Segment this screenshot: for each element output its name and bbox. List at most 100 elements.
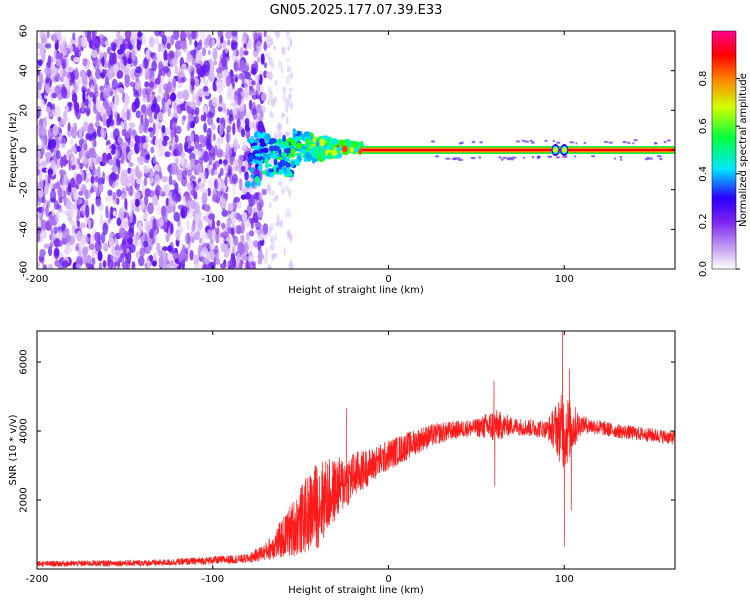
noise-cell — [180, 40, 187, 50]
noise-cell — [152, 218, 157, 232]
noise-cell — [238, 262, 243, 269]
noise-cell — [124, 31, 132, 40]
band-cell — [341, 145, 348, 153]
noise-cell — [155, 202, 161, 216]
line-lobe — [500, 158, 504, 161]
noise-cell — [254, 222, 262, 228]
noise-cell — [276, 216, 280, 224]
noise-cell — [115, 265, 119, 269]
noise-cell — [210, 168, 215, 176]
noise-cell — [151, 260, 157, 267]
noise-cell — [115, 180, 119, 187]
noise-cell — [141, 186, 145, 197]
noise-cell — [154, 174, 161, 185]
noise-cell — [63, 110, 68, 120]
noise-cell — [225, 145, 233, 158]
noise-cell — [54, 259, 60, 267]
noise-cell — [38, 89, 42, 101]
noise-cell — [289, 103, 294, 110]
noise-cell — [129, 81, 136, 87]
noise-cell — [159, 218, 165, 227]
noise-cell — [91, 247, 96, 258]
noise-cell — [281, 112, 284, 119]
noise-cell — [216, 36, 221, 48]
noise-cell — [137, 31, 143, 38]
noise-cell — [50, 235, 56, 242]
noise-cell — [126, 109, 130, 121]
noise-cell — [102, 154, 107, 166]
noise-cell — [151, 60, 157, 72]
y-tick-label: -20 — [19, 181, 30, 197]
noise-cell — [175, 229, 181, 241]
noise-cell — [88, 40, 94, 49]
snr-frame — [36, 330, 676, 570]
noise-cell — [40, 99, 45, 108]
noise-cell — [68, 104, 72, 112]
line-lobe — [511, 156, 517, 159]
noise-cell — [37, 182, 42, 190]
noise-cell — [80, 222, 87, 229]
noise-cell — [37, 161, 40, 168]
noise-cell — [135, 76, 140, 83]
noise-cell — [252, 198, 259, 205]
noise-cell — [100, 126, 105, 138]
noise-cell — [288, 211, 291, 218]
noise-cell — [179, 31, 187, 42]
noise-cell — [37, 59, 43, 66]
noise-cell — [105, 205, 109, 219]
noise-cell — [208, 261, 216, 269]
noise-cell — [248, 260, 256, 269]
noise-cell — [129, 199, 136, 205]
band-cell — [247, 156, 253, 163]
noise-cell — [94, 176, 99, 183]
line-lobe — [659, 157, 663, 161]
noise-cell — [240, 165, 246, 172]
noise-cell — [75, 263, 82, 269]
noise-cell — [110, 65, 115, 74]
snr-plot-area — [37, 331, 675, 569]
noise-cell — [191, 223, 196, 233]
noise-cell — [184, 140, 189, 153]
noise-cell — [69, 76, 76, 86]
band-cell — [349, 146, 354, 153]
noise-cell — [203, 204, 211, 212]
noise-cell — [237, 200, 242, 209]
noise-cell — [163, 65, 170, 74]
noise-cell — [288, 188, 292, 197]
noise-cell — [263, 254, 268, 265]
chart-title: GN05.2025.177.07.39.E33 — [270, 3, 443, 18]
noise-cell — [85, 188, 89, 200]
noise-cell — [185, 232, 191, 245]
noise-cell — [37, 232, 41, 243]
band-cell — [254, 153, 262, 157]
noise-cell — [289, 44, 292, 49]
noise-cell — [102, 260, 107, 268]
noise-cell — [72, 32, 76, 41]
noise-cell — [172, 107, 178, 120]
noise-cell — [68, 244, 74, 253]
noise-cell — [257, 240, 262, 252]
noise-cell — [114, 149, 120, 159]
line-lobe — [529, 139, 533, 142]
noise-cell — [47, 55, 52, 69]
noise-cell — [100, 72, 105, 80]
noise-cell — [37, 198, 41, 207]
noise-cell — [149, 254, 154, 262]
line-lobe — [434, 155, 440, 158]
noise-cell — [104, 40, 110, 47]
noise-cell — [165, 127, 171, 136]
noise-cell — [132, 234, 139, 244]
line-lobe — [648, 157, 654, 160]
noise-cell — [161, 35, 167, 45]
band-cell — [311, 143, 315, 147]
noise-cell — [195, 50, 203, 64]
noise-cell — [102, 222, 108, 235]
noise-cell — [282, 94, 286, 103]
band-cell — [287, 166, 291, 173]
noise-cell — [207, 116, 214, 126]
noise-cell — [204, 256, 210, 265]
noise-cell — [208, 145, 216, 158]
noise-cell — [233, 196, 240, 203]
noise-cell — [96, 111, 101, 121]
noise-cell — [267, 265, 272, 269]
